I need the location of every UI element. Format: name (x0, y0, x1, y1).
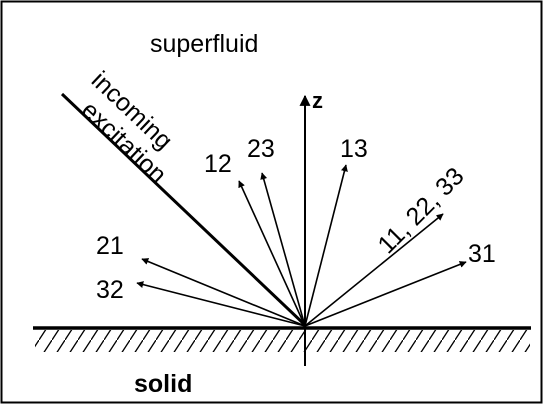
arrow (260, 172, 306, 327)
region-label: solid (134, 370, 192, 398)
arrow-label: 21 (96, 232, 124, 260)
arrow (238, 180, 306, 327)
incoming-line (60, 92, 307, 327)
arrow-label: 13 (340, 135, 368, 163)
arrow-label: 31 (468, 240, 496, 268)
arrow-label: 23 (247, 135, 275, 163)
arrow-label: 32 (96, 276, 124, 304)
arrows (136, 164, 467, 327)
arrow (141, 258, 306, 327)
arrow (136, 281, 306, 327)
arrow (304, 164, 348, 327)
axis-label: z (312, 88, 323, 113)
region-label: superfluid (150, 30, 258, 58)
arrow-label: 11, 22, 33 (372, 162, 469, 259)
hatch (35, 330, 530, 352)
arrow (304, 213, 444, 327)
arrow-label: 12 (204, 150, 232, 178)
arrow (304, 261, 467, 327)
